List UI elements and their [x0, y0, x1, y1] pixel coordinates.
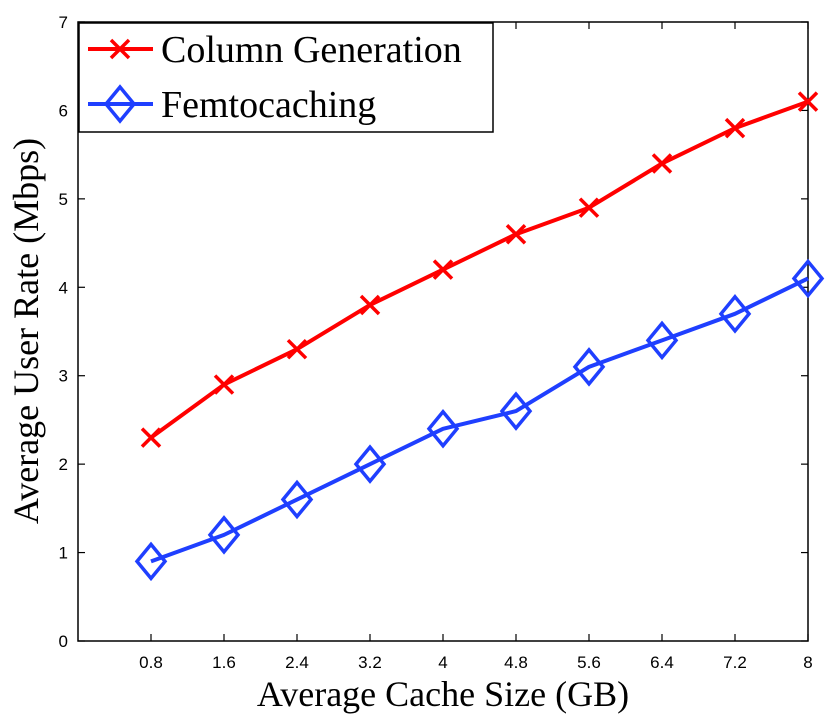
- x-tick-label: 7.2: [723, 653, 747, 672]
- x-tick-label: 8: [803, 653, 812, 672]
- x-axis: 0.8 1.6 2.4 3.2 4 4.8 5.6 6.4 7.2 8: [139, 22, 813, 672]
- series-layer: [134, 91, 825, 582]
- data-point: [286, 338, 308, 360]
- x-tick-label: 1.6: [212, 653, 236, 672]
- data-point: [645, 320, 679, 361]
- data-point: [718, 294, 752, 334]
- series-column-generation: [140, 91, 819, 448]
- legend-marker: [109, 38, 131, 60]
- data-point: [724, 117, 746, 139]
- data-point: [499, 391, 533, 431]
- y-tick-label: 0: [59, 632, 68, 651]
- x-tick-label: 4.8: [504, 653, 528, 672]
- y-tick-label: 1: [59, 544, 68, 563]
- legend-label: Column Generation: [161, 29, 462, 71]
- data-point: [213, 374, 235, 395]
- x-tick-label: 2.4: [285, 653, 309, 672]
- y-tick-label: 2: [59, 455, 68, 474]
- data-point: [572, 347, 606, 387]
- data-point: [432, 259, 454, 280]
- legend-marker: [103, 84, 137, 124]
- data-point: [797, 91, 819, 112]
- y-tick-label: 7: [59, 13, 68, 32]
- y-axis-title: Average User Rate (Mbps): [6, 138, 46, 524]
- series-femtocaching: [134, 258, 825, 582]
- data-point: [651, 153, 673, 174]
- legend: Column Generation Femtocaching: [78, 22, 494, 133]
- data-point: [207, 515, 241, 555]
- y-tick-label: 4: [59, 278, 68, 297]
- data-point: [140, 427, 162, 448]
- y-tick-label: 3: [59, 367, 68, 386]
- x-axis-title: Average Cache Size (GB): [257, 674, 629, 714]
- legend-label: Femtocaching: [161, 84, 376, 126]
- x-tick-label: 3.2: [358, 653, 382, 672]
- x-tick-label: 6.4: [650, 653, 674, 672]
- data-point: [359, 294, 381, 316]
- data-point: [791, 258, 825, 299]
- legend-item: Column Generation: [88, 29, 462, 71]
- data-point: [353, 444, 387, 484]
- y-tick-label: 6: [59, 101, 68, 120]
- y-tick-label: 5: [59, 190, 68, 209]
- y-axis: 0 1 2 3 4 5 6 7: [59, 13, 808, 651]
- data-point: [505, 223, 527, 245]
- legend-item: Femtocaching: [88, 84, 376, 126]
- series-line: [149, 99, 809, 440]
- x-tick-label: 4: [438, 653, 447, 672]
- series-line: [150, 276, 809, 564]
- data-point: [426, 409, 460, 449]
- legend-box: [78, 22, 494, 133]
- x-tick-label: 5.6: [577, 653, 601, 672]
- data-point: [280, 479, 314, 520]
- data-point: [578, 197, 600, 218]
- x-tick-label: 0.8: [139, 653, 163, 672]
- data-point: [134, 541, 168, 582]
